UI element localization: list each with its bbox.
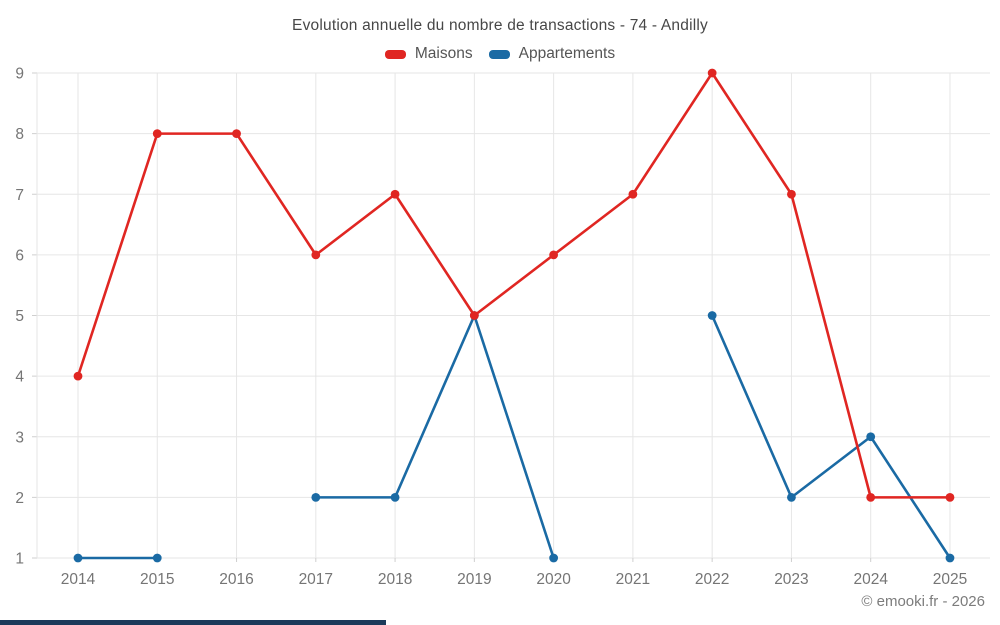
maisons-point-2017[interactable] (311, 250, 321, 260)
legend-swatch-maisons (384, 49, 406, 59)
maisons-point-2023[interactable] (787, 189, 796, 199)
legend-item-appartements[interactable]: Appartements (488, 45, 616, 63)
maisons-line (76, 71, 952, 499)
maisons-point-2015[interactable] (152, 129, 162, 139)
maisons-point-2021[interactable] (628, 189, 638, 199)
y-tick-label: 2 (15, 490, 24, 507)
y-tick-label: 3 (15, 429, 24, 446)
appartements-point-2014[interactable] (73, 553, 83, 563)
maisons-point-2018[interactable] (390, 189, 400, 199)
legend-label: Appartements (518, 45, 616, 62)
y-tick-label: 9 (15, 66, 24, 83)
maisons-point-2022[interactable] (707, 68, 717, 78)
x-tick-label: 2021 (616, 571, 650, 588)
x-tick-label: 2020 (536, 571, 571, 588)
legend-label: Maisons (414, 45, 473, 62)
appartements-point-2023[interactable] (787, 492, 796, 502)
legend: Maisons Appartements (0, 45, 1000, 63)
x-tick-label: 2015 (140, 571, 174, 588)
maisons-point-2020[interactable] (549, 250, 559, 260)
x-tick-label: 2014 (61, 571, 96, 588)
legend-item-maisons[interactable]: Maisons (384, 45, 473, 63)
x-tick-label: 2023 (774, 571, 808, 588)
appartements-point-2017[interactable] (311, 492, 321, 502)
maisons-point-2024[interactable] (866, 492, 876, 502)
x-tick-label: 2016 (219, 571, 253, 588)
x-tick-label: 2022 (695, 571, 729, 588)
chart-title: Evolution annuelle du nombre de transact… (292, 17, 708, 34)
maisons-point-2019[interactable] (469, 311, 479, 320)
appartements-point-2024[interactable] (866, 432, 876, 442)
appartements-point-2018[interactable] (390, 492, 400, 502)
y-tick-label: 1 (15, 551, 24, 568)
x-tick-label: 2017 (299, 571, 333, 588)
appartements-point-2022[interactable] (707, 311, 717, 320)
appartements-point-2020[interactable] (549, 553, 559, 563)
appartements-line (314, 314, 555, 560)
appartements-point-2025[interactable] (945, 553, 955, 563)
appartements-point-2015[interactable] (152, 553, 162, 563)
x-tick-label: 2019 (457, 571, 491, 588)
x-tick-label: 2018 (378, 571, 412, 588)
copyright: © emooki.fr - 2026 (861, 593, 985, 610)
legend-swatch-appartements (488, 49, 510, 59)
maisons-point-2014[interactable] (73, 371, 83, 381)
y-tick-label: 8 (15, 126, 24, 143)
y-tick-label: 4 (15, 369, 24, 386)
y-tick-label: 6 (15, 247, 24, 264)
x-tick-label: 2024 (853, 571, 888, 588)
maisons-point-2025[interactable] (945, 492, 955, 502)
maisons-point-2016[interactable] (232, 129, 241, 139)
y-tick-label: 5 (15, 308, 24, 325)
y-tick-label: 7 (15, 187, 24, 204)
x-tick-label: 2025 (933, 571, 967, 588)
bottom-bar (0, 620, 386, 625)
